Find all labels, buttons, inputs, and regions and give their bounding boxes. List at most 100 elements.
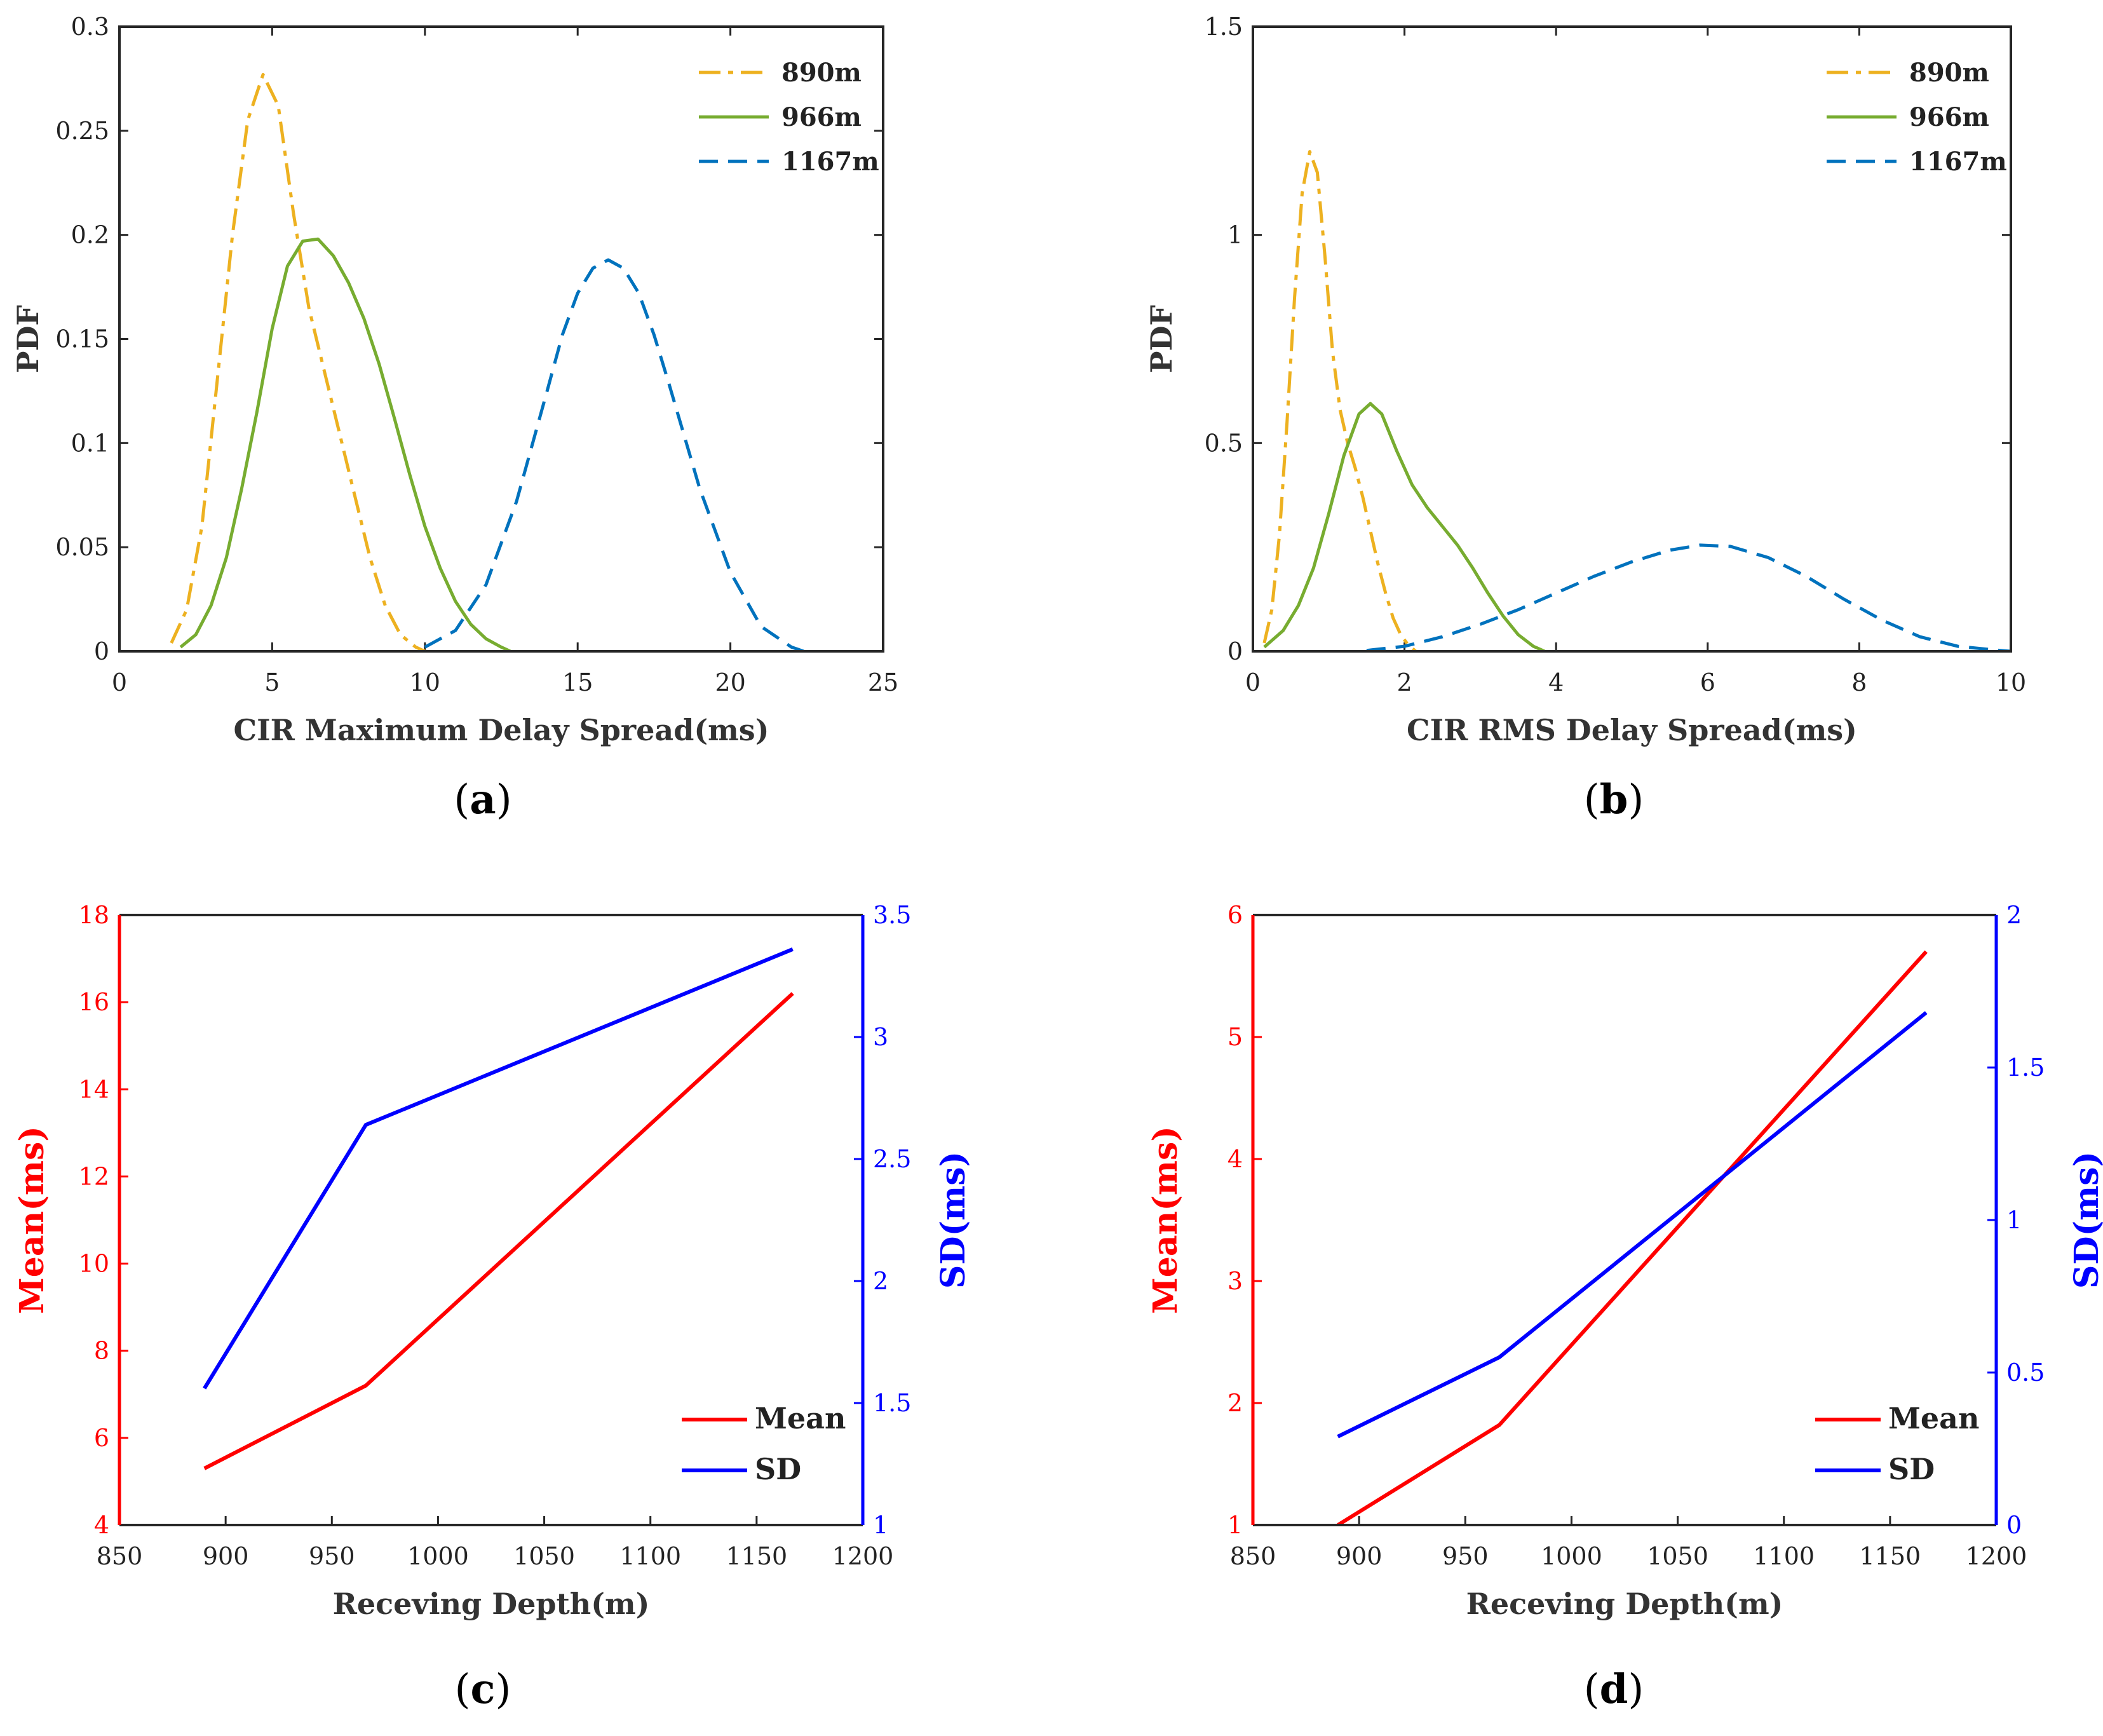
y-tick-label: 6 xyxy=(1227,901,1243,929)
legend-label-966m: 966m xyxy=(1909,102,1989,132)
y-tick-label: 8 xyxy=(94,1337,109,1365)
panel-label-close: ) xyxy=(1628,776,1644,824)
x-tick-label: 850 xyxy=(1230,1542,1276,1570)
y-tick-label: 0 xyxy=(94,637,109,665)
x-axis-label: Receving Depth(m) xyxy=(333,1587,650,1621)
x-tick-label: 2 xyxy=(1397,668,1412,696)
legend: Mean SD xyxy=(1815,1401,1979,1486)
x-tick-label: 1150 xyxy=(1859,1542,1921,1570)
axes-box xyxy=(1252,25,2012,653)
series-line-mean xyxy=(203,992,794,1470)
legend-label-sd: SD xyxy=(755,1452,801,1486)
panel-label-letter: d xyxy=(1600,1665,1628,1713)
panel-label-close: ) xyxy=(495,1666,511,1713)
legend: 890m 966m 1167m xyxy=(699,58,879,177)
panel-label-b: (b) xyxy=(1584,776,1644,824)
y-tick-label: 2 xyxy=(1227,1389,1243,1417)
series-line-966m xyxy=(1263,402,1546,651)
panel-label-open: ( xyxy=(1584,1666,1600,1713)
y-tick-label: 0.1 xyxy=(71,429,109,457)
y-tick-label: 1 xyxy=(1227,221,1243,249)
series-line-890m xyxy=(170,72,426,651)
legend: Mean SD xyxy=(682,1401,846,1486)
y-tick-label: 0.25 xyxy=(55,117,109,145)
panel-label-open: ( xyxy=(454,776,470,824)
x-tick-label: 10 xyxy=(1996,668,2026,696)
x-tick-label: 1050 xyxy=(513,1542,575,1570)
x-tick-label: 950 xyxy=(309,1542,355,1570)
series-line-sd xyxy=(203,947,794,1390)
x-tick-label: 25 xyxy=(868,668,898,696)
y-tick-label: 0.05 xyxy=(55,533,109,561)
y-right-tick-label: 1 xyxy=(2006,1206,2022,1234)
x-tick-label: 4 xyxy=(1548,668,1564,696)
x-tick-label: 8 xyxy=(1851,668,1867,696)
panel-label-open: ( xyxy=(455,1666,471,1713)
x-axis-label: CIR RMS Delay Spread(ms) xyxy=(1407,713,1857,747)
y-tick-label: 14 xyxy=(79,1075,109,1103)
y-tick-label: 0 xyxy=(1227,637,1243,665)
y-tick-label: 0.5 xyxy=(1205,429,1243,457)
x-axis-label: CIR Maximum Delay Spread(ms) xyxy=(234,713,769,747)
x-tick-label: 900 xyxy=(203,1542,249,1570)
x-tick-label: 950 xyxy=(1442,1542,1489,1570)
legend-label-1167m: 1167m xyxy=(1909,147,2007,177)
x-tick-label: 1150 xyxy=(726,1542,787,1570)
x-tick-label: 1100 xyxy=(619,1542,681,1570)
panel-label-letter: c xyxy=(471,1665,496,1713)
series-line-sd xyxy=(1337,1011,1928,1439)
x-tick-label: 850 xyxy=(97,1542,143,1570)
x-tick-label: 1200 xyxy=(1966,1542,2027,1570)
y-tick-label: 0.2 xyxy=(71,221,109,249)
legend-label-1167m: 1167m xyxy=(781,147,879,177)
y-right-tick-label: 1 xyxy=(873,1511,888,1539)
x-tick-label: 1050 xyxy=(1647,1542,1708,1570)
x-tick-label: 20 xyxy=(715,668,745,696)
y-right-axis-label: SD(ms) xyxy=(2067,1151,2103,1289)
y-axis-label: Mean(ms) xyxy=(1146,1126,1185,1314)
y-tick-label: 4 xyxy=(1227,1145,1243,1173)
x-tick-label: 0 xyxy=(1245,668,1261,696)
panel-label-close: ) xyxy=(1628,1666,1644,1713)
legend-label-mean: Mean xyxy=(755,1401,846,1435)
y-right-tick-label: 2 xyxy=(2006,901,2022,929)
y-axis-label: PDF xyxy=(11,305,45,373)
legend-label-mean: Mean xyxy=(1888,1401,1979,1435)
series-line-966m xyxy=(179,237,511,651)
panel-label-d: (d) xyxy=(1584,1665,1644,1713)
x-tick-label: 1100 xyxy=(1753,1542,1815,1570)
chart-b: 0 2 4 6 8 10 0 0.5 1 1.5 CIR RMS Delay Spread(ms) P… xyxy=(1144,13,2026,824)
x-axis-label: Receving Depth(m) xyxy=(1466,1587,1783,1621)
chart-c: 850 900 950 1000 1050 1100 1150 120046810121416… xyxy=(13,901,973,1713)
y-tick-label: 1 xyxy=(1227,1511,1243,1539)
y-right-tick-label: 2.5 xyxy=(873,1145,911,1173)
legend-label-sd: SD xyxy=(1888,1452,1935,1486)
legend-label-890m: 890m xyxy=(781,58,862,88)
y-right-tick-label: 0 xyxy=(2006,1511,2022,1539)
x-tick-label: 0 xyxy=(112,668,127,696)
x-tick-label: 10 xyxy=(410,668,440,696)
y-tick-label: 16 xyxy=(79,988,109,1016)
y-tick-label: 12 xyxy=(79,1162,109,1190)
x-tick-label: 1000 xyxy=(1541,1542,1602,1570)
panel-label-letter: b xyxy=(1600,776,1628,824)
y-tick-label: 0.15 xyxy=(55,325,109,353)
y-axis-label: Mean(ms) xyxy=(13,1126,51,1314)
y-tick-label: 18 xyxy=(79,901,109,929)
panel-label-c: (c) xyxy=(455,1665,511,1713)
panel-label-close: ) xyxy=(496,776,512,824)
x-tick-label: 1200 xyxy=(832,1542,894,1570)
series-line-mean xyxy=(1337,950,1928,1525)
chart-a: 0 5 10 15 20 25 0 0.05 0.1 0.15 0.2 0.25 0.3 CIR Maxi… xyxy=(11,13,898,824)
y-tick-label: 1.5 xyxy=(1205,13,1243,41)
y-tick-label: 0.3 xyxy=(71,13,109,41)
x-tick-label: 5 xyxy=(264,668,280,696)
y-right-axis-label: SD(ms) xyxy=(934,1151,973,1289)
y-tick-label: 6 xyxy=(94,1424,109,1452)
axes-box xyxy=(118,25,884,653)
series-line-890m xyxy=(1262,150,1417,651)
panel-label-a: (a) xyxy=(454,776,511,824)
legend: 890m 966m 1167m xyxy=(1827,58,2007,177)
y-right-tick-label: 1.5 xyxy=(2006,1054,2045,1082)
series-line-1167m xyxy=(424,258,804,651)
